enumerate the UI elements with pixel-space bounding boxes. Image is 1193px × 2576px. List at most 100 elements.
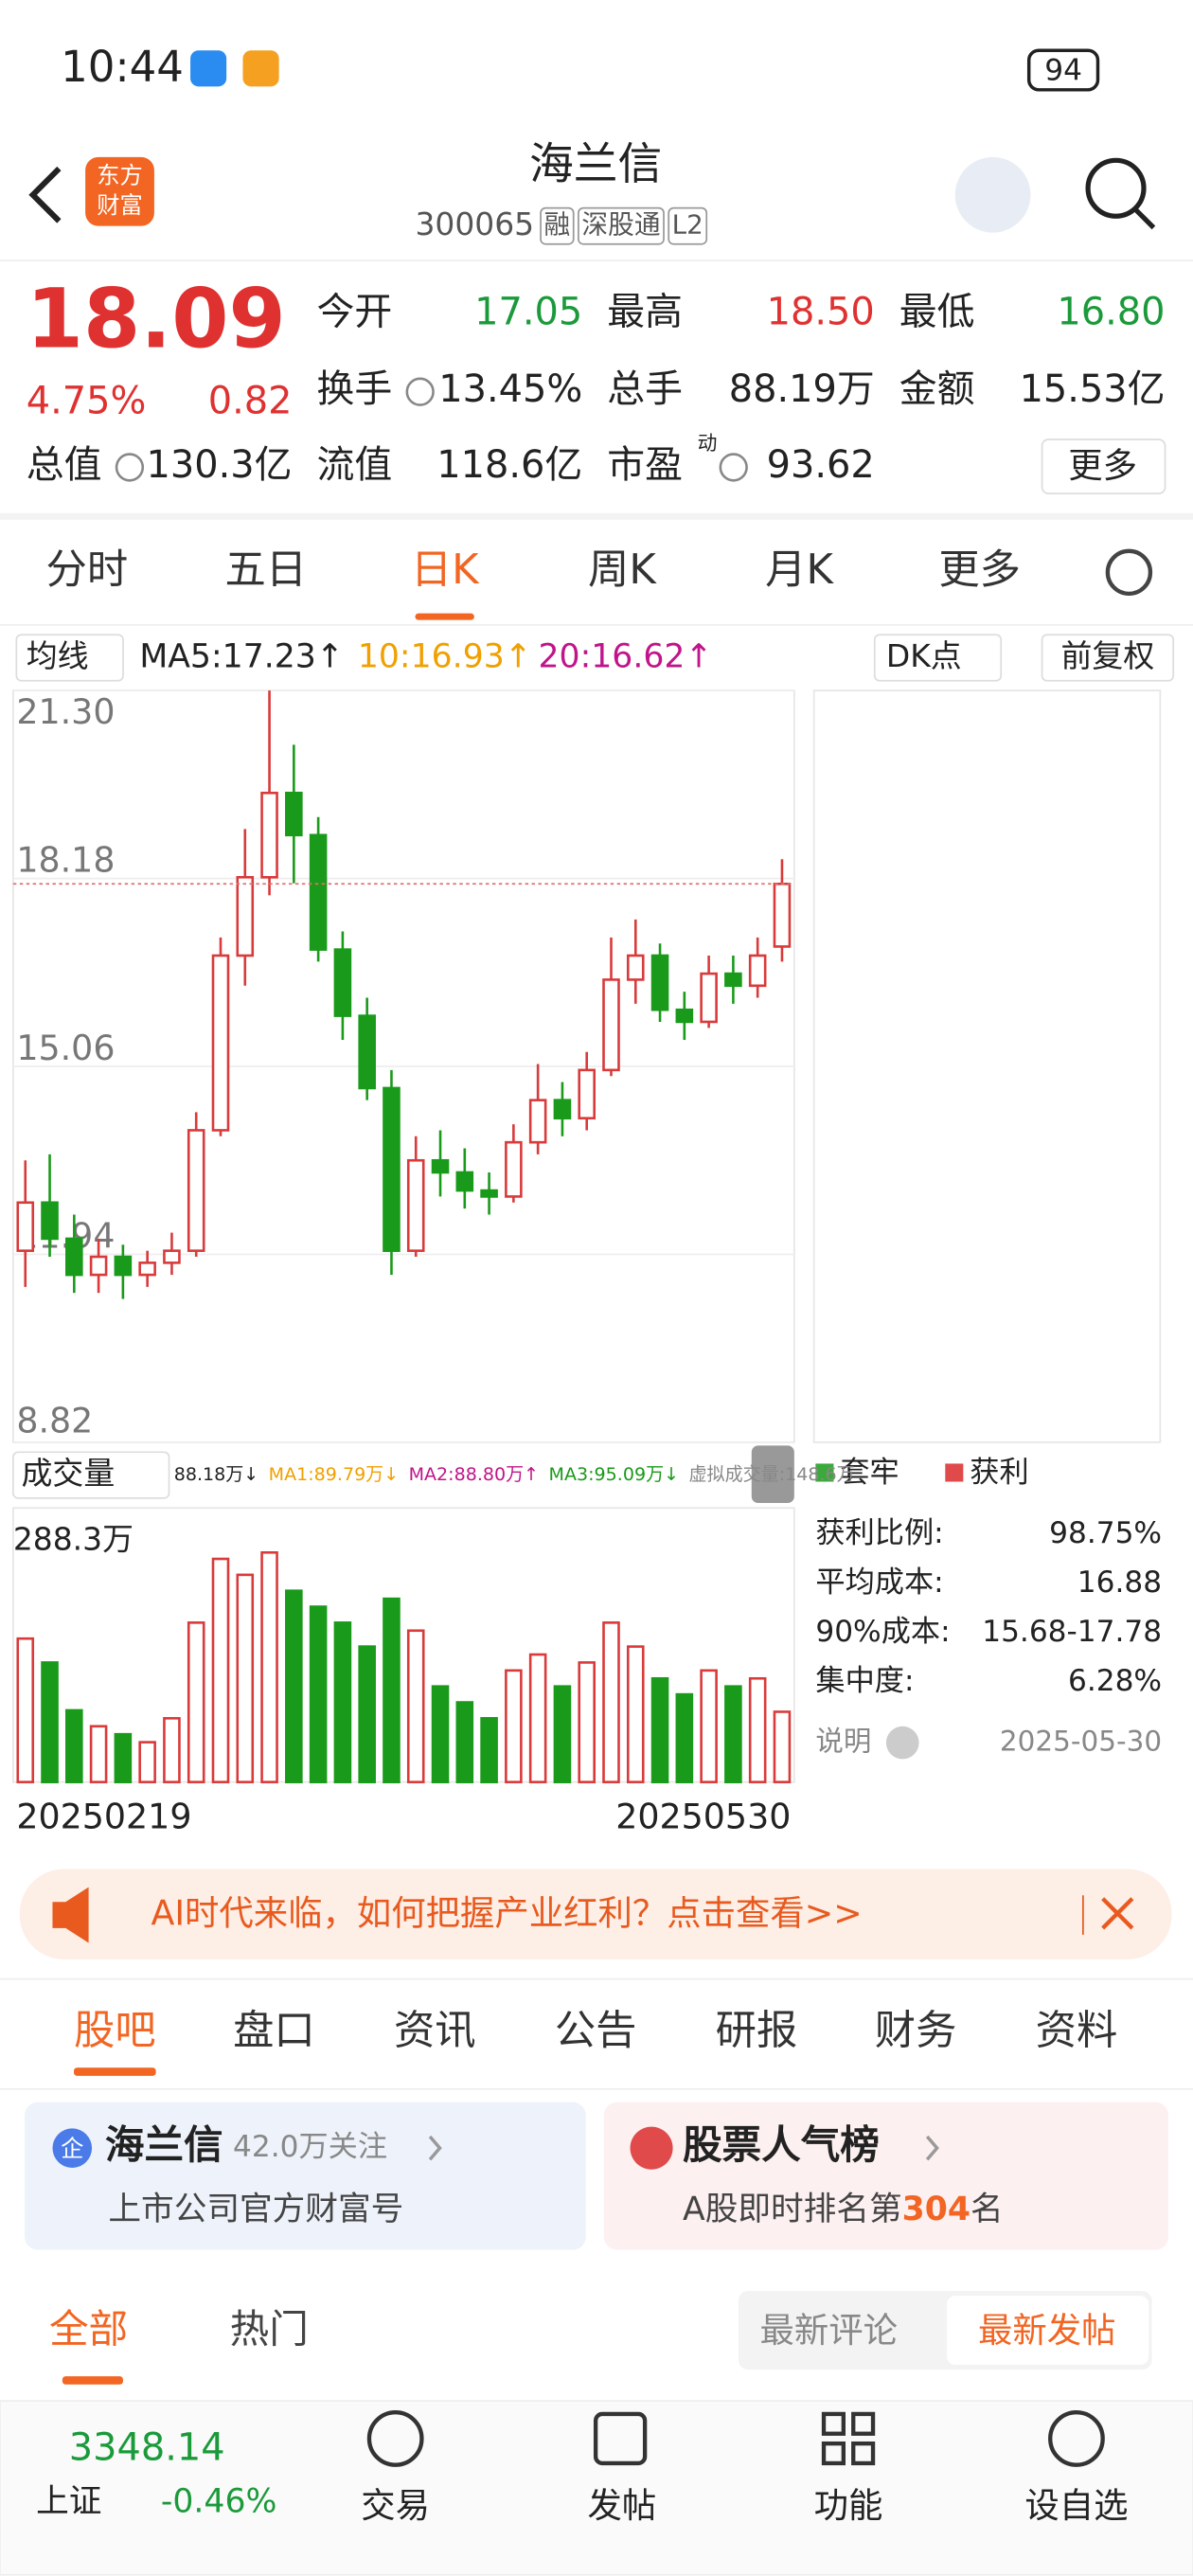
- assistant-avatar[interactable]: [954, 156, 1031, 233]
- candle-body: [41, 1201, 59, 1241]
- volume-bar: [138, 1741, 156, 1783]
- volume-bar: [114, 1732, 133, 1783]
- company-card[interactable]: [24, 2102, 586, 2250]
- settings-icon[interactable]: [1105, 548, 1153, 597]
- rank-card[interactable]: [603, 2102, 1169, 2250]
- price: 18.09: [27, 273, 286, 367]
- close-button[interactable]: [1101, 1897, 1134, 1930]
- volume-bar: [455, 1701, 474, 1783]
- field-label: 流值: [316, 443, 392, 487]
- search-icon[interactable]: [1085, 157, 1147, 219]
- ma-selector[interactable]: [15, 634, 124, 682]
- status-icon: [242, 50, 279, 87]
- candle-body: [626, 954, 645, 981]
- field-value: 93.62: [767, 443, 875, 487]
- more-button[interactable]: [1041, 438, 1166, 495]
- candle-body: [748, 954, 767, 988]
- sort-option-active: [947, 2296, 1149, 2365]
- candle-body: [480, 1189, 498, 1198]
- card-subtitle: A股即时排名第304名: [683, 2191, 1004, 2228]
- chip-date: 2025-05-30: [1000, 1726, 1162, 1758]
- section-tab[interactable]: 资料: [1036, 2007, 1118, 2054]
- candle-body: [553, 1099, 572, 1120]
- stock-tag: 深股通: [581, 209, 660, 241]
- field-sup: 动: [698, 432, 718, 455]
- candle-body: [114, 1255, 133, 1277]
- volume-selector[interactable]: [11, 1451, 170, 1499]
- status-time: 10:44: [61, 42, 184, 92]
- sort-option[interactable]: 最新评论: [759, 2310, 898, 2351]
- rank-prefix: A股即时排名第: [683, 2191, 902, 2228]
- period-tab[interactable]: 更多: [938, 546, 1021, 594]
- volume-bar: [285, 1589, 303, 1783]
- logo-text: 东方: [97, 162, 143, 189]
- section-tab[interactable]: 资讯: [394, 2007, 476, 2054]
- volume-legend: 虚拟成交量:148.6万: [688, 1464, 854, 1485]
- period-tab[interactable]: 日K: [411, 546, 480, 594]
- ma-value: MA5:17.23↑: [139, 637, 344, 675]
- stock-name: 海兰信: [529, 139, 662, 190]
- field-label: 总手: [607, 367, 683, 411]
- candle-body: [431, 1158, 450, 1174]
- legend-swatch: [945, 1463, 964, 1482]
- stat-value: 15.68-17.78: [982, 1615, 1162, 1649]
- rank-suffix: 名: [970, 2191, 1004, 2228]
- candle-body: [309, 833, 328, 951]
- chevron: [428, 2135, 442, 2161]
- subtab-active[interactable]: 全部: [49, 2305, 128, 2352]
- volume-bar: [65, 1708, 83, 1783]
- volume-bar: [773, 1710, 792, 1783]
- date-label: 20250530: [615, 1796, 791, 1836]
- adjust-button[interactable]: [1041, 634, 1175, 682]
- nav-label[interactable]: 发帖: [587, 2485, 656, 2526]
- candle-body: [700, 972, 718, 1024]
- nav-label[interactable]: 设自选: [1024, 2485, 1128, 2526]
- candle-body: [528, 1099, 547, 1144]
- ma-value: 20:16.62↑: [538, 637, 712, 675]
- period-tab[interactable]: 分时: [46, 546, 129, 594]
- megaphone-icon: [52, 1887, 89, 1943]
- period-tab[interactable]: 月K: [765, 546, 834, 594]
- section-tab[interactable]: 股吧: [74, 2007, 156, 2054]
- dk-label: DK点: [886, 637, 962, 674]
- volume-bar: [748, 1676, 767, 1783]
- period-tab[interactable]: 五日: [224, 546, 307, 594]
- status-icon: [190, 50, 227, 87]
- field-value: 18.50: [767, 291, 875, 334]
- nav-label[interactable]: 交易: [361, 2485, 430, 2526]
- subtab[interactable]: 热门: [230, 2305, 309, 2352]
- volume-bar: [16, 1637, 35, 1783]
- index-pct: -0.46%: [161, 2483, 277, 2521]
- volume-bar: [406, 1629, 425, 1783]
- field-value: 15.53亿: [1020, 367, 1166, 411]
- volume-bar: [41, 1661, 59, 1783]
- candle-body: [383, 1086, 401, 1252]
- candle-body: [138, 1261, 156, 1277]
- section-tab[interactable]: 盘口: [233, 2007, 315, 2054]
- volume-bar: [163, 1717, 181, 1783]
- info-icon: [115, 453, 145, 482]
- volume-bar: [724, 1685, 742, 1783]
- card-icon-text: 企: [61, 2135, 83, 2162]
- field-label: 今开: [316, 291, 392, 334]
- candle-body: [602, 978, 620, 1072]
- back-button[interactable]: [28, 166, 62, 224]
- card-title: 海兰信 42.0万关注: [105, 2121, 387, 2168]
- stock-code: 300065: [415, 206, 534, 242]
- dk-button[interactable]: [873, 634, 1003, 682]
- logo: [85, 156, 154, 226]
- expand-button[interactable]: [751, 1445, 794, 1504]
- y-tick-label: 21.30: [16, 691, 115, 732]
- section-tab[interactable]: 财务: [875, 2007, 957, 2054]
- card-title: 海兰信: [105, 2121, 223, 2168]
- section-tab[interactable]: 研报: [716, 2007, 798, 2054]
- nav-label[interactable]: 功能: [814, 2485, 883, 2526]
- section-tab[interactable]: 公告: [555, 2007, 637, 2054]
- field-label: 总值: [27, 443, 102, 487]
- nav-icon: [821, 2411, 876, 2466]
- banner[interactable]: [19, 1869, 1172, 1959]
- sort-option[interactable]: 最新发帖: [978, 2310, 1116, 2351]
- info-icon[interactable]: [885, 1726, 919, 1760]
- period-tab[interactable]: 周K: [588, 546, 657, 594]
- candle-body: [260, 791, 278, 879]
